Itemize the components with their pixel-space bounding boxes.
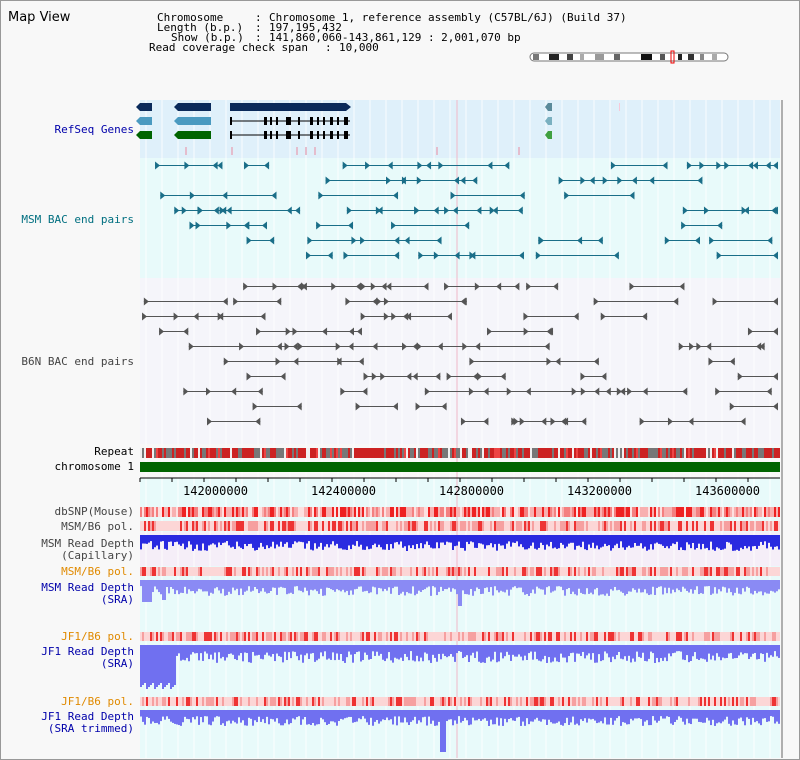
track-label-jf1-b6-pol-2[interactable]: JF1/B6 pol. <box>61 695 134 708</box>
position-axis <box>139 477 780 482</box>
read-depth-tracks[interactable] <box>140 535 780 752</box>
track-label-msm-depth-cap[interactable]: MSM Read Depth <box>41 537 134 550</box>
info-length-value: 197,195,432 <box>269 21 342 34</box>
info-show-key: Show (b.p.) <box>171 31 244 44</box>
info-length-key: Length (b.p.) <box>157 21 244 34</box>
track-label-msm-b6-pol[interactable]: MSM/B6 pol. <box>61 520 134 533</box>
track-label-jf1-depth-sra[interactable]: JF1 Read Depth <box>41 645 134 658</box>
track-label-msm-depth-sra-sub: (SRA) <box>100 593 134 606</box>
track-label-repeat[interactable]: Repeat <box>94 445 134 458</box>
b6n-bac-pairs[interactable] <box>142 282 778 426</box>
track-label-jf1-depth-trim-sub: (SRA trimmed) <box>47 722 134 735</box>
refseq-genes[interactable] <box>136 103 620 155</box>
track-label-msm-depth-sra[interactable]: MSM Read Depth <box>41 581 134 594</box>
track-label-dbsnp[interactable]: dbSNP(Mouse) <box>54 505 134 518</box>
chromosome-ideogram[interactable] <box>529 50 729 64</box>
tick-label: 142000000 <box>183 484 249 498</box>
tick-label: 142400000 <box>311 484 377 498</box>
track-label-msm-b6-pol-2[interactable]: MSM/B6 pol. <box>61 565 134 578</box>
page-title: Map View <box>8 10 71 25</box>
chromosome-bar[interactable] <box>140 462 780 472</box>
track-label-jf1-depth-sra-sub: (SRA) <box>100 657 134 670</box>
track-label-msm-bac[interactable]: MSM BAC end pairs <box>21 213 134 226</box>
info-show-value: 141,860,060-143,861,129 : 2,001,070 bp <box>269 31 521 44</box>
msm-bac-track-bg <box>140 158 780 278</box>
tick-label: 142800000 <box>439 484 505 498</box>
info-chromosome-value: Chromosome 1, reference assembly (C57BL/… <box>269 11 627 24</box>
track-label-refseq[interactable]: RefSeq Genes <box>54 123 134 136</box>
info-coverage-value: 10,000 <box>339 41 379 54</box>
tick-label: 143200000 <box>567 484 633 498</box>
tick-label: 143600000 <box>695 484 761 498</box>
track-label-chromosome: chromosome 1 <box>54 460 134 473</box>
track-label-b6n-bac[interactable]: B6N BAC end pairs <box>21 355 134 368</box>
polymorphism-heat-tracks[interactable] <box>140 507 780 706</box>
repeat-track[interactable] <box>140 448 780 458</box>
track-label-jf1-b6-pol[interactable]: JF1/B6 pol. <box>61 630 134 643</box>
info-coverage-key: Read coverage check span <box>149 41 308 54</box>
track-label-msm-depth-cap-sub: (Capillary) <box>61 549 134 562</box>
info-chromosome-key: Chromosome <box>157 11 224 24</box>
track-label-jf1-depth-trim[interactable]: JF1 Read Depth <box>41 710 134 723</box>
msm-bac-pairs[interactable] <box>155 161 778 260</box>
